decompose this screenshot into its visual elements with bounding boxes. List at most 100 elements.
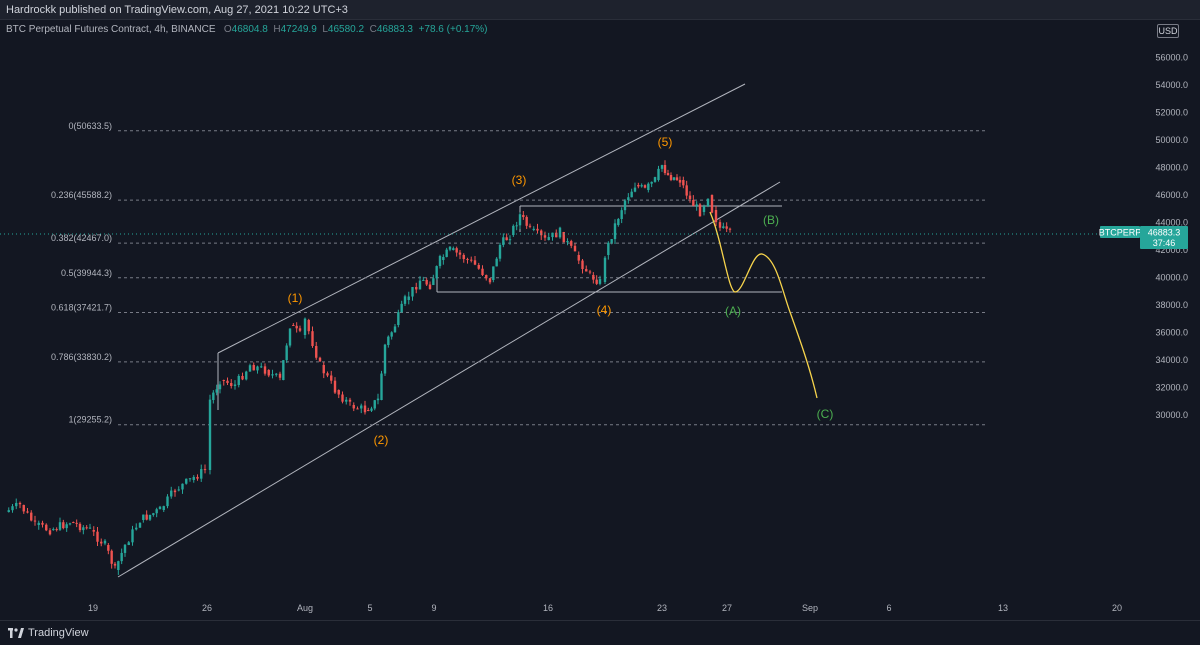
candle-body <box>92 530 95 532</box>
candle-body <box>380 373 383 400</box>
candle-body <box>37 522 40 525</box>
candle-body <box>72 522 75 523</box>
candle-body <box>617 219 620 225</box>
candle-body <box>192 476 195 480</box>
wave-label: (C) <box>817 407 834 421</box>
candle-body <box>237 375 240 385</box>
candle-body <box>356 408 359 410</box>
time-tick-label: 23 <box>657 603 667 613</box>
price-tick-label: 48000.0 <box>1155 163 1188 173</box>
price-tick-label: 46000.0 <box>1155 190 1188 200</box>
candle-body <box>326 373 329 376</box>
price-tick-label: 44000.0 <box>1155 218 1188 228</box>
candle-body <box>695 204 698 206</box>
wave-label: (3) <box>512 173 527 187</box>
wave-label: (A) <box>725 304 741 318</box>
candle-body <box>566 241 569 243</box>
fib-level-label: 0.236(45588.2) <box>51 190 112 200</box>
candle-body <box>373 400 376 409</box>
candle-body <box>292 325 295 326</box>
candle-body <box>607 242 610 255</box>
candle-body <box>588 271 592 273</box>
price-chart[interactable]: 0(50633.5) 0.236(45588.2) 0.382(42467.0) 0.… <box>0 20 1200 620</box>
candle-body <box>653 177 657 182</box>
price-tick-label: 30000.0 <box>1155 410 1188 420</box>
candle-body <box>698 204 702 217</box>
candle-body <box>52 529 55 531</box>
candle-body <box>18 502 22 505</box>
candle-body <box>245 371 248 380</box>
candle-body <box>7 510 10 512</box>
candle-body <box>435 266 438 279</box>
candle-body <box>215 389 218 393</box>
candle-body <box>397 312 400 325</box>
price-tick-label: 40000.0 <box>1155 273 1188 283</box>
candle-body <box>650 181 653 184</box>
candle-body <box>640 185 643 187</box>
price-axis[interactable]: 56000.0 54000.0 52000.0 50000.0 48000.0 46000… <box>1155 53 1188 421</box>
candle-body <box>282 360 285 380</box>
candle-body <box>96 531 99 542</box>
price-tick-label: 56000.0 <box>1155 53 1188 63</box>
candle-body <box>11 506 14 511</box>
low-label: L <box>322 24 328 35</box>
time-axis[interactable]: 19 26 Aug 5 9 16 23 27 Sep 6 13 20 <box>88 603 1122 613</box>
candle-body <box>682 180 685 186</box>
publisher-text: Hardrockk published on TradingView.com, … <box>6 4 348 16</box>
close-label: C <box>369 24 377 35</box>
candle-body <box>502 237 505 245</box>
candle-body <box>117 561 120 570</box>
candle-body <box>260 366 263 368</box>
wave-label: (4) <box>597 303 612 317</box>
candle-body <box>718 222 722 228</box>
candle-body <box>613 223 617 240</box>
currency-button[interactable]: USD <box>1157 24 1179 38</box>
candle-body <box>295 325 298 329</box>
candle-body <box>657 168 660 180</box>
price-tick-label: 38000.0 <box>1155 300 1188 310</box>
candle-body <box>685 185 688 196</box>
tradingview-logo[interactable]: TradingView <box>8 627 89 639</box>
change-value: +78.6 (+0.17%) <box>418 24 488 35</box>
high-label: H <box>273 24 281 35</box>
candle-body <box>445 249 448 257</box>
fib-level-label: 1(29255.2) <box>68 415 112 425</box>
candle-body <box>532 228 535 230</box>
footer-brand: TradingView <box>28 627 89 639</box>
fib-level-label: 0.382(42467.0) <box>51 233 112 243</box>
candle-body <box>208 399 212 470</box>
candle-body <box>15 502 18 507</box>
candle-body <box>438 256 442 267</box>
candle-body <box>218 384 222 390</box>
candle-body <box>113 563 117 566</box>
candle-body <box>415 287 418 290</box>
price-tag-countdown: 37:46 <box>1153 238 1176 248</box>
candle-body <box>33 520 37 522</box>
candle-body <box>200 469 203 479</box>
wave-label: (B) <box>763 213 779 227</box>
candle-body <box>393 326 397 333</box>
fib-retracement[interactable]: 0(50633.5) 0.236(45588.2) 0.382(42467.0) 0.… <box>51 121 985 426</box>
publisher-bar: Hardrockk published on TradingView.com, … <box>0 0 1200 20</box>
candle-body <box>488 278 492 283</box>
candle-body <box>241 375 244 380</box>
price-tick-label: 32000.0 <box>1155 383 1188 393</box>
time-tick-label: 27 <box>722 603 732 613</box>
price-tag-ticker: BTCPERP <box>1099 228 1142 238</box>
candle-body <box>45 524 48 531</box>
candle-body <box>577 255 580 261</box>
candle-body <box>543 235 547 238</box>
candle-body <box>425 279 428 285</box>
candle-body <box>669 175 673 180</box>
candle-body <box>702 206 706 212</box>
candle-body <box>222 380 225 381</box>
candle-body <box>411 287 414 297</box>
price-tick-label: 52000.0 <box>1155 108 1188 118</box>
candle-body <box>666 173 670 176</box>
candle-body <box>333 380 337 393</box>
symbol-legend[interactable]: BTC Perpetual Futures Contract, 4h, BINA… <box>6 24 488 35</box>
price-tick-label: 54000.0 <box>1155 80 1188 90</box>
wave-labels: (1) (2) (3) (4) (5) (A) (B) (C) <box>288 135 834 447</box>
candle-body <box>82 527 85 531</box>
candle-body <box>390 332 393 337</box>
